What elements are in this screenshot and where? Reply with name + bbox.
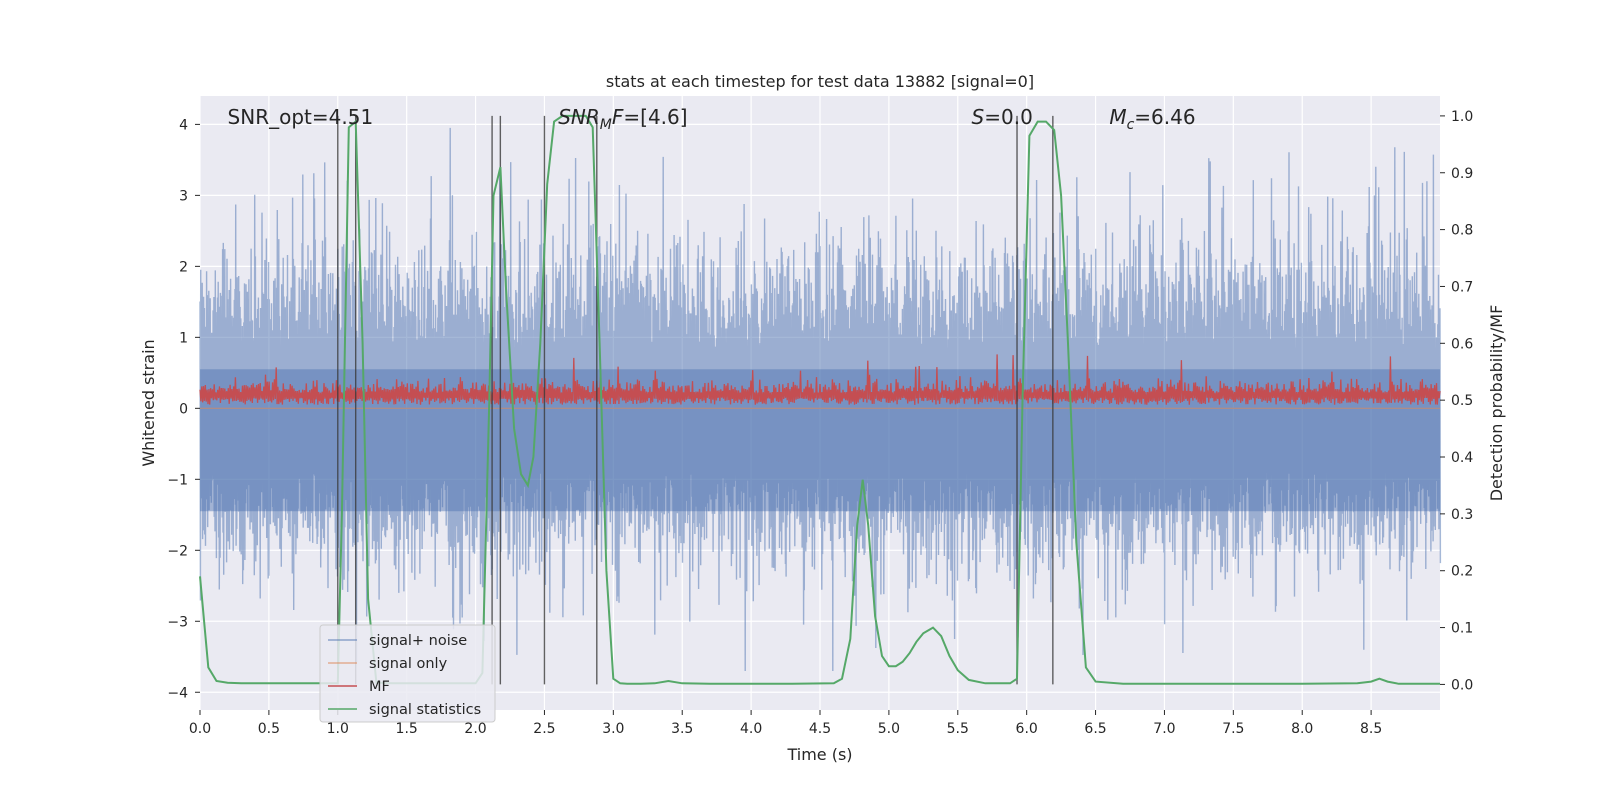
x-tick-label-10: 5.0 [878, 721, 900, 737]
mf-series [199, 354, 1441, 405]
y-axis-label-right: Detection probability/MF [1487, 305, 1506, 502]
x-tick-label-17: 8.5 [1360, 721, 1382, 737]
x-tick-label-3: 1.5 [396, 721, 418, 737]
legend-label-signal-only: signal only [369, 656, 448, 672]
signal-noise-line [199, 127, 1442, 672]
y-ticks-left: 4 3 2 1 0 −1 −2 −3 −4 [167, 117, 200, 701]
y-right-tick-label-9: 0.1 [1451, 621, 1473, 637]
y-ticks-right: 1.0 0.9 0.8 0.7 0.6 0.5 0.4 0.3 0.2 0.1 0.0 [1440, 109, 1473, 693]
y-tick-label-5: −1 [167, 472, 188, 488]
y-right-tick-label-2: 0.8 [1451, 223, 1473, 239]
y-tick-label-4: 0 [179, 401, 188, 417]
y-right-tick-label-5: 0.5 [1451, 393, 1473, 409]
y-right-tick-label-8: 0.2 [1451, 564, 1473, 580]
x-tick-label-7: 3.5 [671, 721, 693, 737]
y-tick-label-6: −2 [167, 543, 188, 559]
chart-title: stats at each timestep for test data 138… [606, 72, 1034, 91]
y-right-tick-label-7: 0.3 [1451, 507, 1473, 523]
x-tick-label-9: 4.5 [809, 721, 831, 737]
x-tick-label-4: 2.0 [464, 721, 486, 737]
x-axis-label: Time (s) [786, 745, 852, 764]
y-right-tick-label-0: 1.0 [1451, 109, 1473, 125]
x-tick-label-8: 4.0 [740, 721, 762, 737]
x-tick-label-0: 0.0 [189, 721, 211, 737]
y-tick-label-0: 4 [179, 117, 188, 133]
y-right-tick-label-4: 0.6 [1451, 336, 1473, 352]
legend: signal+ noise signal only MF signal stat… [319, 624, 496, 723]
x-tick-label-16: 8.0 [1291, 721, 1313, 737]
x-ticks: 0.0 0.5 1.0 1.5 2.0 2.5 3.0 3.5 4.0 4.5 5.0 5.5 6.0 6… [189, 710, 1382, 737]
y-right-tick-label-10: 0.0 [1451, 677, 1473, 693]
annotation-0: SNR_opt=4.51 [228, 105, 374, 129]
legend-label-mf: MF [369, 679, 390, 695]
y-right-tick-label-6: 0.4 [1451, 450, 1473, 466]
x-tick-label-6: 3.0 [602, 721, 624, 737]
y-tick-label-2: 2 [179, 259, 188, 275]
x-tick-label-11: 5.5 [947, 721, 969, 737]
y-right-tick-label-3: 0.7 [1451, 279, 1473, 295]
mf-line [199, 354, 1441, 405]
y-tick-label-8: −4 [167, 685, 188, 701]
vertical-markers [337, 115, 1054, 685]
y-tick-label-3: 1 [179, 330, 188, 346]
x-tick-label-5: 2.5 [533, 721, 555, 737]
annotations: SNR_opt=4.51 SNRMF=[4.6] S=0.0 Mc=6.46 [228, 105, 1196, 133]
y-tick-label-1: 3 [179, 188, 188, 204]
legend-box [319, 624, 496, 723]
annotation-1: SNRMF=[4.6] [558, 105, 687, 133]
x-tick-label-14: 7.0 [1153, 721, 1175, 737]
x-tick-label-12: 6.0 [1016, 721, 1038, 737]
annotation-2: S=0.0 [972, 105, 1033, 129]
annotation-3: Mc=6.46 [1109, 105, 1195, 133]
y-right-tick-label-1: 0.9 [1451, 166, 1473, 182]
x-tick-label-13: 6.5 [1084, 721, 1106, 737]
y-axis-label: Whitened strain [139, 339, 158, 466]
y-tick-label-7: −3 [167, 614, 188, 630]
legend-label-signal-statistics: signal statistics [369, 702, 481, 718]
x-tick-label-15: 7.5 [1222, 721, 1244, 737]
x-tick-label-2: 1.0 [327, 721, 349, 737]
legend-label-signal-noise: signal+ noise [369, 633, 467, 649]
x-tick-label-1: 0.5 [258, 721, 280, 737]
